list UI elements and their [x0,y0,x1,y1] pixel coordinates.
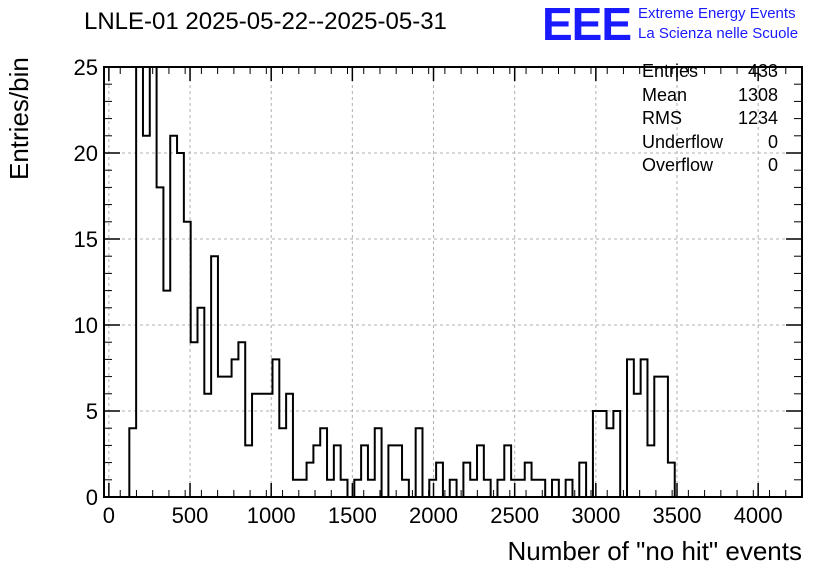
x-tick-label: 4000 [734,503,783,528]
stats-box: Entries 433 Mean 1308 RMS 1234 Underflow… [642,60,778,178]
x-tick-label: 3500 [653,503,702,528]
stat-value: 0 [767,131,778,152]
x-tick-label: 2500 [490,503,539,528]
axis-ticks: 0 500 1000 1500 2000 2500 3000 3500 400005101520… [74,55,803,528]
y-tick-label: 15 [74,227,98,252]
logo-mark: EEE [542,0,632,50]
y-axis-label: Entries/bin [4,57,34,180]
y-tick-label: 25 [74,55,98,80]
stat-label: Entries [642,61,699,81]
x-tick-label: 3000 [571,503,620,528]
logo-line-2: La Scienza nelle Scuole [638,25,799,42]
y-tick-label: 0 [86,485,98,510]
stat-value: 0 [767,155,778,175]
y-tick-label: 10 [74,313,98,338]
stat-row-underflow: Underflow 0 [642,131,778,155]
histogram-series [128,66,676,498]
stat-row-entries: Entries 433 [642,60,778,84]
stat-value: 1234 [737,108,778,128]
x-axis-label: Number of "no hit" events [507,536,803,566]
logo-line-1: Extreme Energy Events [638,5,796,22]
stat-label: Underflow [642,131,724,152]
chart-title: LNLE-01 2025-05-22--2025-05-31 [84,8,447,35]
x-tick-label: 0 [103,503,115,528]
stat-value: 1308 [737,84,778,105]
x-tick-label: 2000 [409,503,458,528]
y-tick-label: 5 [86,399,98,424]
stat-row-rms: RMS 1234 [642,107,778,131]
stat-row-overflow: Overflow 0 [642,154,778,178]
x-tick-label: 1500 [328,503,377,528]
y-tick-label: 20 [74,141,98,166]
stat-label: RMS [642,108,682,128]
stat-label: Mean [642,84,688,105]
stat-row-mean: Mean 1308 [642,84,778,108]
plot-frame [103,66,803,498]
x-tick-label: 500 [172,503,209,528]
stat-value: 433 [747,61,778,81]
stat-label: Overflow [642,155,714,175]
x-tick-label: 1000 [247,503,296,528]
